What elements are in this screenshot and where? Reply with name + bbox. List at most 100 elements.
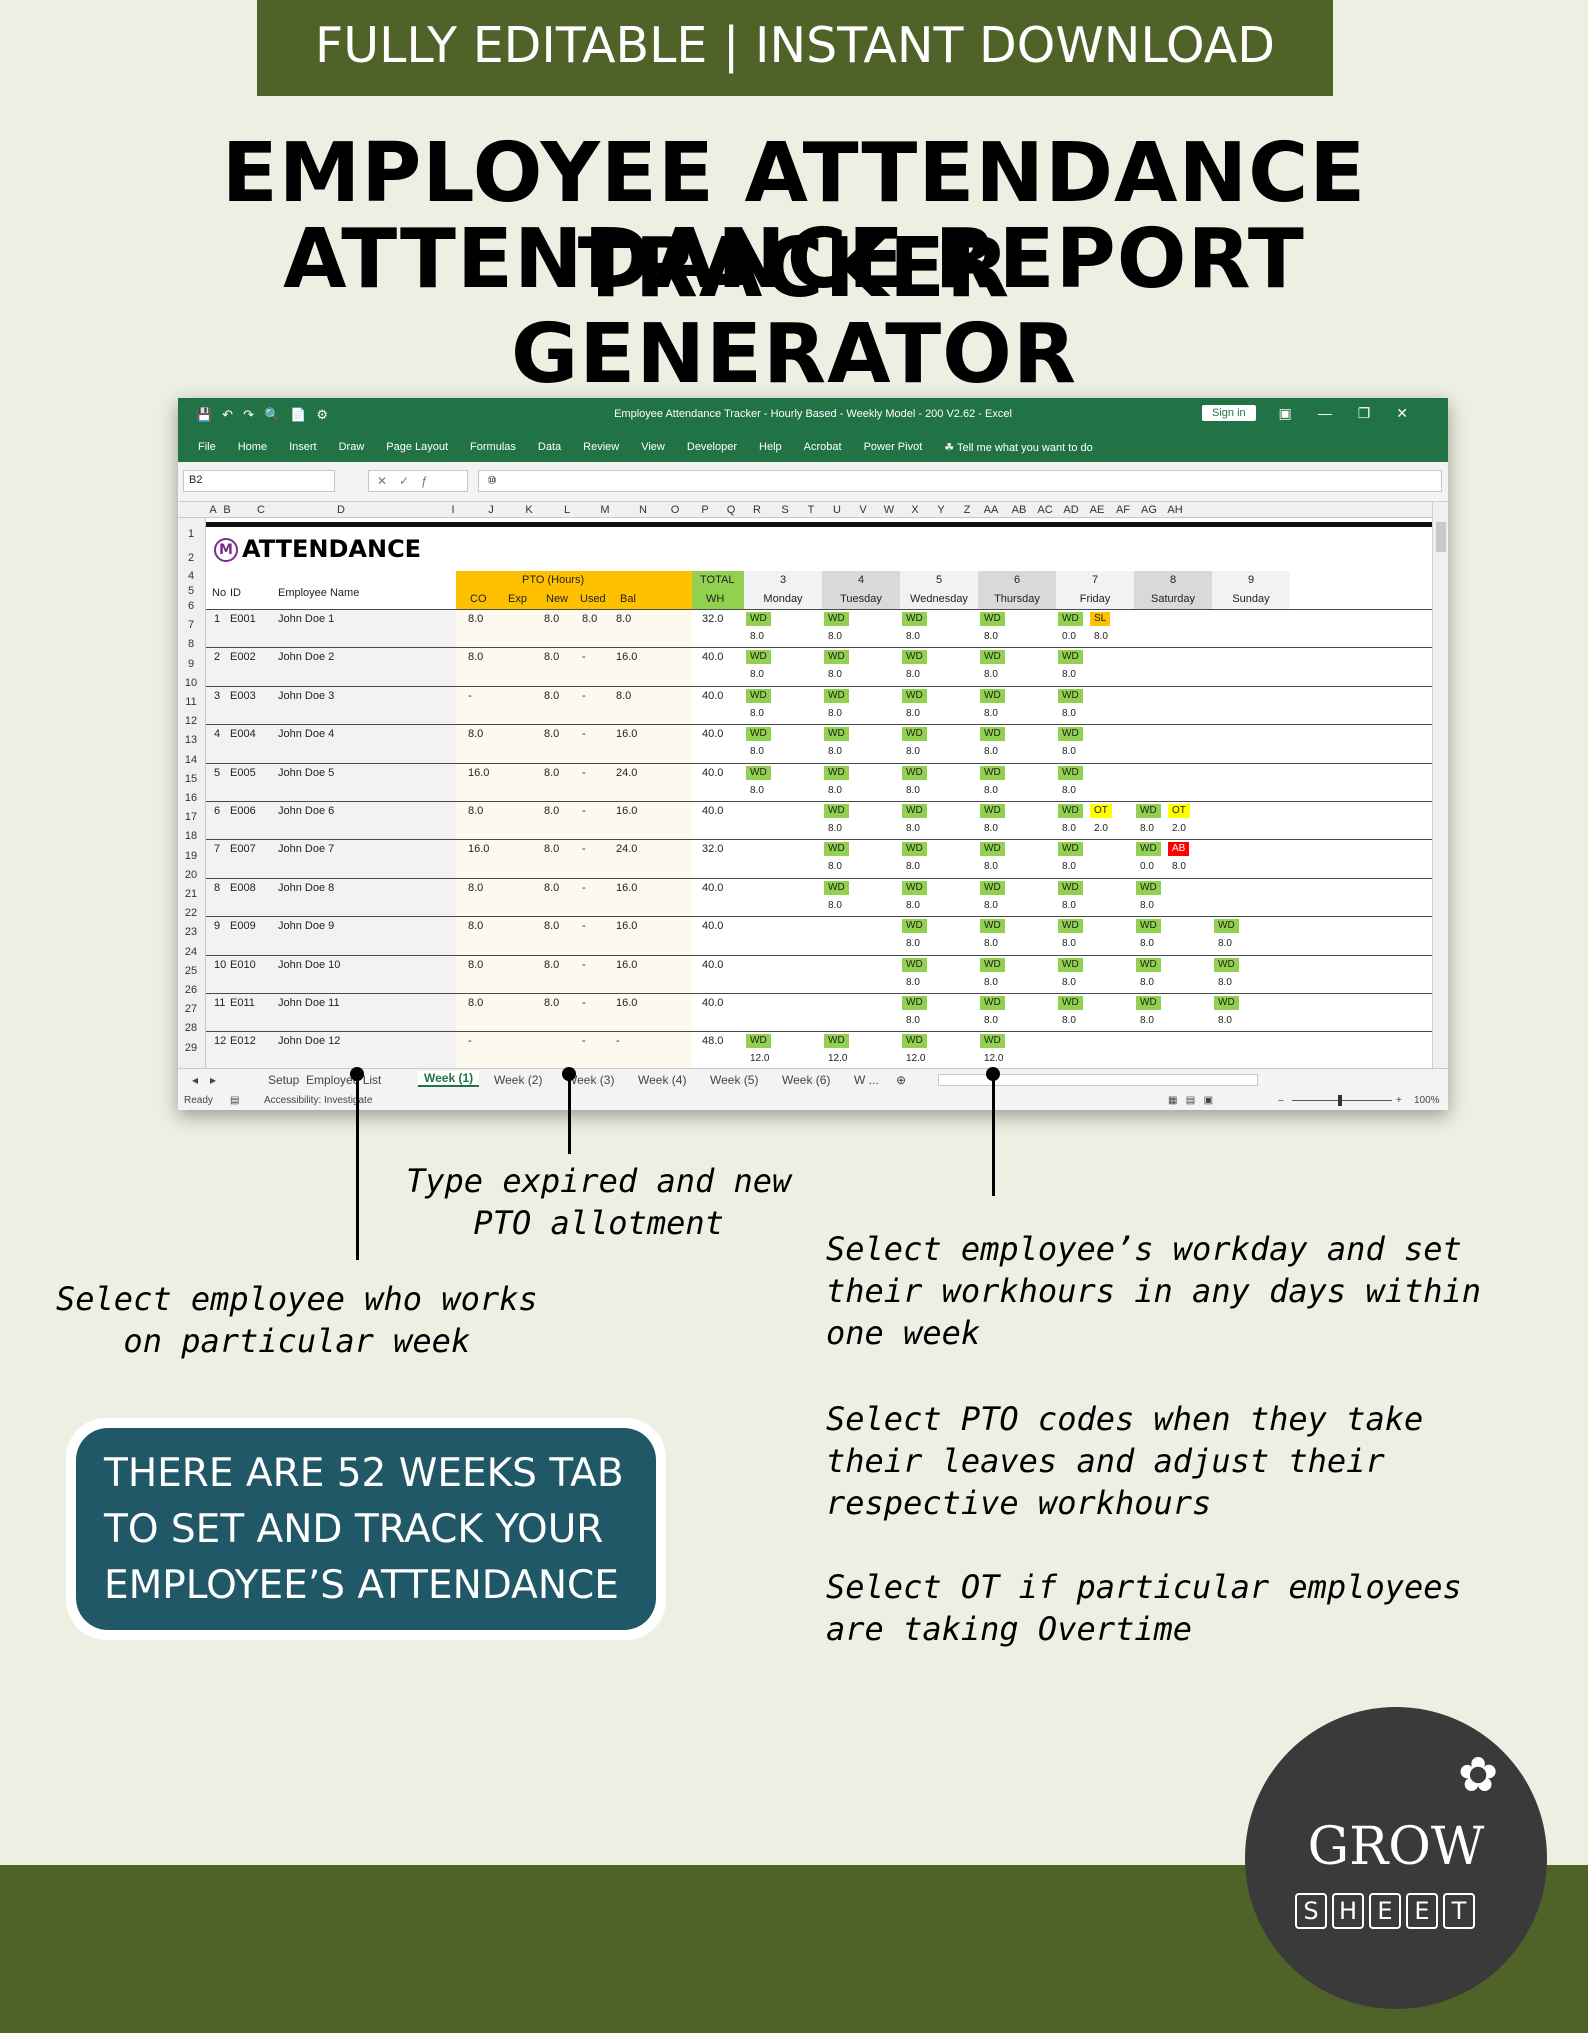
wd-code-chip[interactable]: WD <box>902 688 927 703</box>
column-header[interactable]: V <box>859 504 867 516</box>
tab-prev-icon[interactable]: ◂ <box>192 1073 199 1087</box>
pto-co[interactable]: 8.0 <box>468 958 484 971</box>
employee-name[interactable]: John Doe 6 <box>278 805 335 817</box>
column-header[interactable]: N <box>639 504 647 516</box>
pto-co[interactable]: 8.0 <box>468 881 484 894</box>
work-hours[interactable]: 8.0 <box>906 707 920 719</box>
wd-code-chip[interactable]: WD <box>902 727 927 742</box>
work-hours[interactable]: 8.0 <box>1218 976 1232 988</box>
wd-code-chip[interactable]: WD <box>1058 688 1083 703</box>
wd-code-chip[interactable]: WD <box>1058 919 1083 934</box>
wd-code-chip[interactable]: WD <box>902 804 927 818</box>
work-hours[interactable]: 8.0 <box>750 784 764 796</box>
column-header[interactable]: AC <box>1037 504 1053 516</box>
tab-week-5-[interactable]: Week (5) <box>710 1073 759 1087</box>
pto-new[interactable]: 8.0 <box>544 766 560 779</box>
work-hours[interactable]: 8.0 <box>984 976 998 988</box>
menu-formulas[interactable]: Formulas <box>470 441 516 453</box>
column-header[interactable]: L <box>563 504 571 516</box>
employee-id[interactable]: E003 <box>230 689 256 702</box>
wd-code-chip[interactable]: WD <box>824 880 849 895</box>
pto-co[interactable]: 8.0 <box>468 728 484 741</box>
employee-name[interactable]: John Doe 4 <box>278 728 335 741</box>
work-hours[interactable]: 8.0 <box>906 823 920 834</box>
work-hours[interactable]: 8.0 <box>828 784 842 796</box>
column-header[interactable]: W <box>883 504 895 516</box>
menu-tell-me-what-you-want-to-do[interactable]: ☘ Tell me what you want to do <box>944 441 1093 454</box>
wd-code-chip[interactable]: WD <box>980 650 1005 665</box>
wd-code-chip[interactable]: WD <box>824 765 849 780</box>
pto-code-chip[interactable]: OT <box>1168 804 1190 818</box>
macro-record-icon[interactable]: ▤ <box>230 1095 240 1106</box>
wd-code-chip[interactable]: WD <box>824 612 849 626</box>
work-hours[interactable]: 8.0 <box>828 746 842 758</box>
work-hours[interactable]: 8.0 <box>906 669 920 681</box>
work-hours[interactable]: 8.0 <box>984 861 998 873</box>
menu-help[interactable]: Help <box>759 441 782 453</box>
employee-id[interactable]: E004 <box>230 728 256 741</box>
wd-code-chip[interactable]: WD <box>902 1034 927 1049</box>
work-hours[interactable]: 8.0 <box>750 746 764 758</box>
column-header[interactable]: S <box>781 504 789 516</box>
column-header[interactable]: A <box>209 504 217 516</box>
work-hours[interactable]: 8.0 <box>984 1015 998 1026</box>
employee-id[interactable]: E011 <box>230 997 255 1009</box>
work-hours[interactable]: 8.0 <box>828 823 842 834</box>
name-box[interactable]: B2 <box>183 470 335 492</box>
column-header[interactable]: AB <box>1011 504 1027 516</box>
menu-draw[interactable]: Draw <box>338 441 365 453</box>
window-controls[interactable]: ▣—❐✕ <box>1278 405 1434 421</box>
work-hours[interactable]: 12.0 <box>984 1053 1004 1065</box>
menu-file[interactable]: File <box>198 441 216 453</box>
employee-id[interactable]: E002 <box>230 651 256 664</box>
pto-new[interactable]: 8.0 <box>544 651 560 664</box>
column-header[interactable]: P <box>701 504 709 516</box>
accessibility-status[interactable]: Accessibility: Investigate <box>264 1095 373 1106</box>
wd-code-chip[interactable]: WD <box>980 919 1005 934</box>
view-buttons[interactable]: ▦ ▤ ▣ <box>1168 1095 1214 1106</box>
column-header[interactable]: J <box>488 504 494 516</box>
work-hours[interactable]: 8.0 <box>906 746 920 758</box>
work-hours[interactable]: 8.0 <box>1140 938 1154 950</box>
column-header[interactable]: I <box>451 504 455 516</box>
wd-code-chip[interactable]: WD <box>902 996 927 1010</box>
work-hours[interactable]: 12.0 <box>828 1053 848 1065</box>
menu-review[interactable]: Review <box>583 441 620 453</box>
row-header[interactable]: 11 <box>185 696 197 708</box>
wd-code-chip[interactable]: WD <box>902 842 927 857</box>
row-header[interactable]: 14 <box>184 753 198 766</box>
column-header[interactable]: D <box>337 504 345 516</box>
wd-code-chip[interactable]: WD <box>980 804 1005 818</box>
row-header[interactable]: 7 <box>187 619 195 632</box>
work-hours[interactable]: 8.0 <box>1062 669 1076 681</box>
tab-week-3-[interactable]: Week (3) <box>566 1073 615 1087</box>
employee-name[interactable]: John Doe 2 <box>278 651 335 664</box>
wd-code-chip[interactable]: WD <box>824 842 849 857</box>
wd-code-chip[interactable]: WD <box>1058 650 1083 665</box>
wd-code-chip[interactable]: WD <box>1136 880 1161 895</box>
work-hours[interactable]: 8.0 <box>750 669 764 681</box>
wd-code-chip[interactable]: WD <box>824 804 849 818</box>
work-hours[interactable]: 8.0 <box>1062 823 1076 834</box>
employee-name[interactable]: John Doe 11 <box>278 997 340 1009</box>
work-hours[interactable]: 8.0 <box>984 784 998 796</box>
work-hours[interactable]: 8.0 <box>1062 938 1076 950</box>
wd-code-chip[interactable]: WD <box>1214 996 1239 1010</box>
extra-hours[interactable]: 2.0 <box>1094 823 1108 834</box>
row-header[interactable]: 10 <box>184 676 198 689</box>
work-hours[interactable]: 8.0 <box>1062 746 1076 758</box>
work-hours[interactable]: 8.0 <box>984 899 998 911</box>
pto-new[interactable]: 8.0 <box>544 613 560 625</box>
work-hours[interactable]: 8.0 <box>1062 707 1076 719</box>
pto-co[interactable]: 8.0 <box>468 997 484 1009</box>
wd-code-chip[interactable]: WD <box>746 650 771 665</box>
column-header[interactable]: Z <box>963 504 971 516</box>
work-hours[interactable]: 8.0 <box>828 899 842 911</box>
formula-buttons[interactable]: ✕✓ƒ <box>368 470 468 492</box>
tab-w-[interactable]: W ... <box>854 1073 879 1087</box>
employee-id[interactable]: E012 <box>230 1035 256 1048</box>
wd-code-chip[interactable]: WD <box>902 919 927 934</box>
work-hours[interactable]: 8.0 <box>1062 784 1076 796</box>
pto-co[interactable]: 8.0 <box>468 651 484 664</box>
employee-id[interactable]: E007 <box>230 843 256 856</box>
